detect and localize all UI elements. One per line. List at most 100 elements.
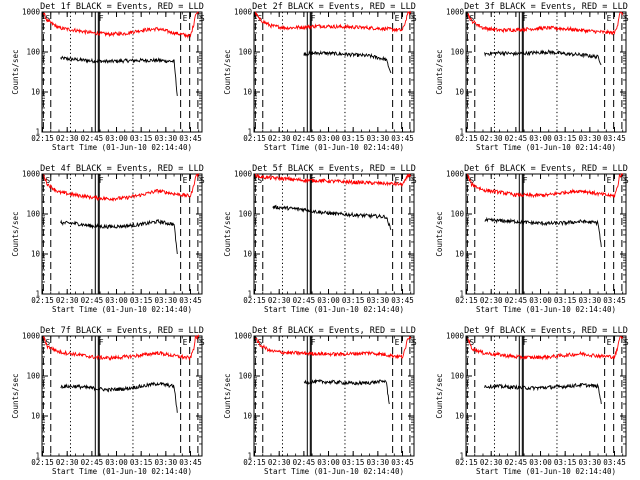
y-tick-label: 1000 [22,8,41,17]
marker-label: E [183,176,188,185]
x-axis-label: Start Time (01-Jun-10 02:14:40) [264,305,404,314]
plot-frame [465,173,627,295]
marker-label: S [412,14,417,23]
y-tick-label: 100 [450,210,464,219]
marker-label: E [183,338,188,347]
x-tick-label: 03:30 [579,458,602,467]
marker-label: S [257,176,262,185]
x-tick-label: 03:15 [554,134,577,143]
y-tick-label: 100 [450,372,464,381]
x-tick-label: 02:30 [268,296,291,305]
plot-frame [253,335,415,457]
y-tick-label: 1 [459,290,464,299]
x-tick-label: 03:15 [342,458,365,467]
panel-5: Det 5f BLACK = Events, RED = LLD 1 10 100 10… [223,164,417,314]
x-tick-label: 03:30 [155,134,178,143]
y-axis-label: Counts/sec [11,211,20,256]
marker-label: S [624,338,629,347]
y-tick-label: 100 [238,372,252,381]
marker-label: F [99,338,104,347]
series-line-events [60,218,178,255]
x-tick-label: 03:45 [391,458,414,467]
x-tick-label: 03:30 [367,458,390,467]
marker-label: S [45,176,50,185]
y-axis-label: Counts/sec [435,211,444,256]
marker-label: S [412,176,417,185]
y-tick-label: 10 [31,88,41,97]
series-line-lld [254,173,412,188]
x-tick-label: 03:45 [179,458,202,467]
panel-title: Det 1f BLACK = Events, RED = LLD [40,2,204,12]
x-tick-label: 02:45 [505,134,528,143]
panel-3: Det 3f BLACK = Events, RED = LLD 1 10 100 10… [435,2,629,152]
y-tick-label: 10 [455,250,465,259]
x-tick-label: 02:45 [81,134,104,143]
y-tick-label: 100 [26,372,40,381]
x-axis-label: Start Time (01-Jun-10 02:14:40) [476,305,616,314]
panel-2: Det 2f BLACK = Events, RED = LLD 1 10 100 10… [223,2,417,152]
x-axis-label: Start Time (01-Jun-10 02:14:40) [52,143,192,152]
x-tick-label: 03:30 [367,296,390,305]
x-axis-label: Start Time (01-Jun-10 02:14:40) [264,143,404,152]
x-tick-label: 03:15 [554,458,577,467]
x-tick-label: 03:30 [155,296,178,305]
y-axis-label: Counts/sec [223,49,232,94]
y-tick-label: 1000 [446,332,465,341]
series-line-events [303,378,390,405]
x-tick-label: 02:30 [268,134,291,143]
y-tick-label: 100 [238,48,252,57]
marker-label: S [45,14,50,23]
series-line-events [484,49,602,66]
marker-label: S [200,176,205,185]
y-tick-label: 10 [243,88,253,97]
x-tick-label: 03:00 [317,458,340,467]
marker-label: E [607,338,612,347]
marker-label: F [99,176,104,185]
x-tick-label: 02:45 [81,458,104,467]
x-tick-label: 03:00 [105,296,128,305]
panel-7: Det 7f BLACK = Events, RED = LLD 1 10 100 10… [11,326,205,476]
y-tick-label: 100 [238,210,252,219]
panel-title: Det 9f BLACK = Events, RED = LLD [464,326,628,336]
series-line-events [303,49,392,74]
y-tick-label: 1 [247,128,252,137]
marker-label: F [523,176,528,185]
x-tick-label: 03:45 [179,296,202,305]
plot-frame [41,335,203,457]
x-tick-label: 03:00 [529,134,552,143]
y-tick-label: 1 [35,128,40,137]
y-tick-label: 10 [455,412,465,421]
y-tick-label: 10 [31,250,41,259]
x-axis-label: Start Time (01-Jun-10 02:14:40) [264,467,404,476]
panel-title: Det 7f BLACK = Events, RED = LLD [40,326,204,336]
x-tick-label: 02:15 [243,134,266,143]
marker-label: F [99,14,104,23]
y-tick-label: 1000 [446,170,465,179]
x-tick-label: 02:45 [293,296,316,305]
x-tick-label: 03:00 [105,134,128,143]
plot-frame [465,11,627,133]
plot-frame [41,173,203,295]
marker-label: E [395,176,400,185]
y-tick-label: 1000 [22,170,41,179]
panel-8: Det 8f BLACK = Events, RED = LLD 1 10 100 10… [223,326,417,476]
marker-label: F [311,338,316,347]
panel-9: Det 9f BLACK = Events, RED = LLD 1 10 100 10… [435,326,629,476]
marker-label: S [469,338,474,347]
series-line-lld [466,173,624,199]
y-tick-label: 1000 [22,332,41,341]
x-axis-label: Start Time (01-Jun-10 02:14:40) [476,467,616,476]
y-tick-label: 10 [243,250,253,259]
marker-label: S [200,338,205,347]
x-tick-label: 02:15 [243,296,266,305]
x-tick-label: 02:45 [293,134,316,143]
panel-title: Det 2f BLACK = Events, RED = LLD [252,2,416,12]
panel-title: Det 5f BLACK = Events, RED = LLD [252,164,416,174]
marker-label: S [624,176,629,185]
panel-4: Det 4f BLACK = Events, RED = LLD 1 10 100 10… [11,164,205,314]
x-tick-label: 03:30 [579,134,602,143]
x-tick-label: 02:15 [455,458,478,467]
x-tick-label: 03:00 [317,134,340,143]
series-line-lld [467,11,624,36]
y-tick-label: 1000 [234,170,253,179]
